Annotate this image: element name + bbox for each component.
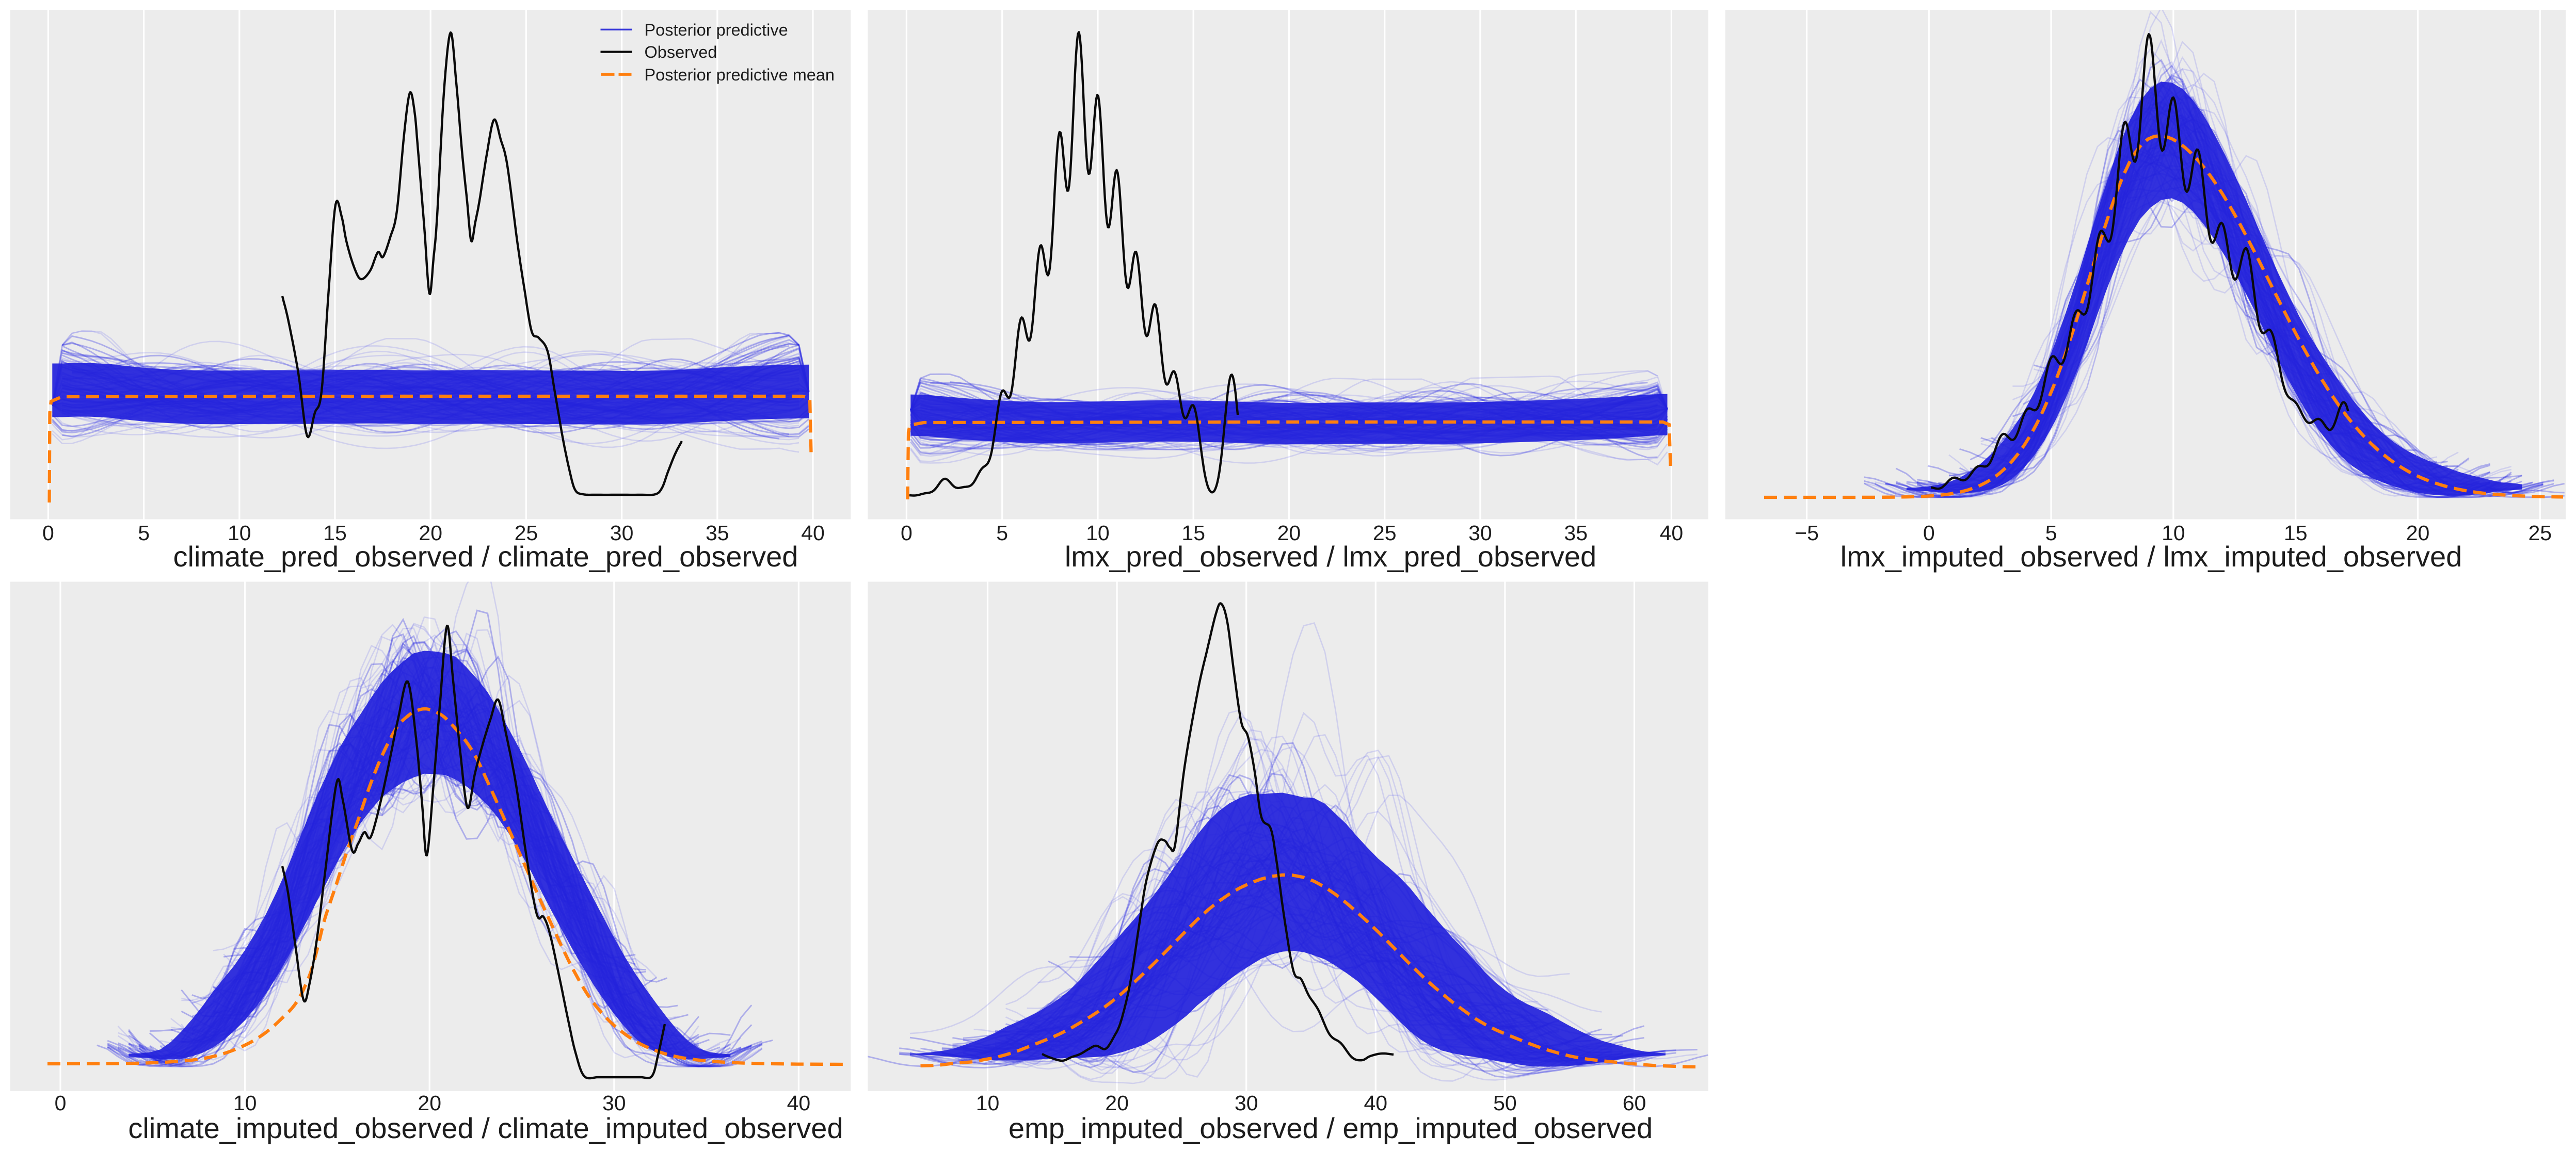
svg-text:40: 40 xyxy=(787,1091,811,1115)
svg-text:0: 0 xyxy=(55,1091,67,1115)
svg-text:emp_imputed_observed / emp_imp: emp_imputed_observed / emp_imputed_obser… xyxy=(1009,1112,1653,1144)
svg-text:5: 5 xyxy=(2045,521,2057,545)
svg-text:30: 30 xyxy=(1235,1091,1258,1115)
svg-text:climate_imputed_observed / cli: climate_imputed_observed / climate_imput… xyxy=(128,1112,843,1144)
svg-text:60: 60 xyxy=(1623,1091,1646,1115)
svg-text:20: 20 xyxy=(419,521,442,545)
svg-text:20: 20 xyxy=(1105,1091,1129,1115)
svg-text:Posterior predictive mean: Posterior predictive mean xyxy=(645,66,835,84)
svg-text:25: 25 xyxy=(2528,521,2552,545)
svg-text:10: 10 xyxy=(233,1091,257,1115)
svg-text:30: 30 xyxy=(1468,521,1492,545)
svg-text:25: 25 xyxy=(515,521,538,545)
svg-text:0: 0 xyxy=(1923,521,1935,545)
svg-text:Posterior predictive: Posterior predictive xyxy=(645,21,788,39)
svg-text:15: 15 xyxy=(323,521,347,545)
svg-text:10: 10 xyxy=(1086,521,1110,545)
svg-text:5: 5 xyxy=(138,521,150,545)
svg-text:40: 40 xyxy=(1660,521,1684,545)
svg-text:15: 15 xyxy=(1181,521,1205,545)
svg-text:climate_pred_observed / climat: climate_pred_observed / climate_pred_obs… xyxy=(173,540,798,573)
svg-text:lmx_pred_observed / lmx_pred_o: lmx_pred_observed / lmx_pred_observed xyxy=(1065,540,1596,573)
svg-text:10: 10 xyxy=(228,521,251,545)
svg-text:10: 10 xyxy=(2162,521,2185,545)
svg-text:40: 40 xyxy=(1364,1091,1387,1115)
svg-text:35: 35 xyxy=(706,521,729,545)
svg-text:Observed: Observed xyxy=(645,43,717,61)
svg-text:30: 30 xyxy=(602,1091,626,1115)
svg-text:20: 20 xyxy=(418,1091,441,1115)
svg-text:15: 15 xyxy=(2284,521,2308,545)
svg-text:10: 10 xyxy=(976,1091,1000,1115)
svg-text:50: 50 xyxy=(1493,1091,1517,1115)
svg-text:35: 35 xyxy=(1564,521,1588,545)
svg-text:40: 40 xyxy=(801,521,825,545)
svg-text:lmx_imputed_observed / lmx_imp: lmx_imputed_observed / lmx_imputed_obser… xyxy=(1841,540,2462,573)
svg-text:5: 5 xyxy=(996,521,1008,545)
svg-text:20: 20 xyxy=(1277,521,1301,545)
svg-text:25: 25 xyxy=(1373,521,1397,545)
svg-text:30: 30 xyxy=(610,521,634,545)
svg-text:0: 0 xyxy=(42,521,54,545)
svg-text:−5: −5 xyxy=(1795,521,1819,545)
svg-text:0: 0 xyxy=(901,521,913,545)
svg-text:20: 20 xyxy=(2406,521,2430,545)
